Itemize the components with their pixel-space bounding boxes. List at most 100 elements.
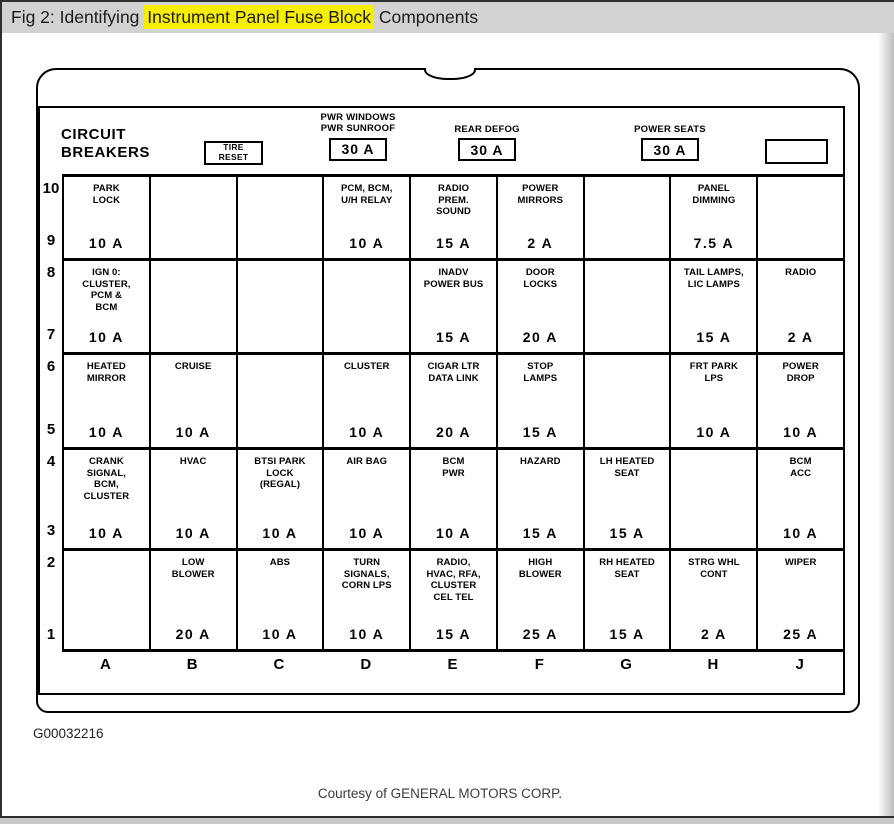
fuse-block-notch	[424, 67, 476, 80]
fuse-cell: PARK LOCK 10 A	[64, 177, 151, 258]
fuse-cell: HAZARD 15 A	[498, 450, 585, 548]
fuse-cell: TAIL LAMPS, LIC LAMPS 15 A	[671, 261, 759, 352]
fuse-band: 8 7 IGN 0: CLUSTER, PCM & BCM 10 A INADV POW…	[40, 258, 843, 352]
fuse-amp: 20 A	[435, 424, 472, 440]
circuit-breakers-line1: CIRCUIT	[61, 126, 127, 143]
fuse-amp: 15 A	[609, 626, 645, 642]
fuse-amp: 15 A	[696, 329, 732, 345]
breaker-amp-box: 30 A	[641, 138, 699, 162]
breaker-amp-box: 30 A	[458, 138, 516, 162]
fuse-cell: POWER MIRRORS 2 A	[498, 177, 585, 258]
fuse-band: 10 9 PARK LOCK 10 A PCM, BCM, U/H RELAY 10 A R…	[40, 174, 843, 258]
breaker-amp-box	[765, 139, 828, 164]
fuse-amp: 10 A	[88, 329, 124, 345]
fuse-amp: 15 A	[522, 525, 558, 541]
fuse-amp: 2 A	[527, 235, 554, 251]
fuse-label: RH HEATED SEAT	[599, 557, 655, 580]
fuse-amp: 20 A	[522, 329, 558, 345]
fuse-cell: INADV POWER BUS 15 A	[411, 261, 498, 352]
row-number: 5	[46, 421, 56, 438]
figure-code: G00032216	[33, 726, 104, 741]
fuse-block-outline: CIRCUIT BREAKERS TIRE RESET PWR WINDOWS P…	[36, 67, 860, 713]
fuse-amp: 10 A	[696, 424, 732, 440]
fuse-cell: CRUISE 10 A	[151, 355, 238, 447]
fuse-amp: 10 A	[88, 525, 124, 541]
fuse-cell: CRANK SIGNAL, BCM, CLUSTER 10 A	[64, 450, 151, 548]
fuse-label: CRUISE	[174, 361, 212, 372]
fuse-amp: 10 A	[349, 525, 385, 541]
fuse-cell: HEATED MIRROR 10 A	[64, 355, 151, 447]
fuse-cell: FRT PARK LPS 10 A	[671, 355, 759, 447]
fuse-amp: 10 A	[88, 235, 124, 251]
breaker-label: REAR DEFOG	[454, 124, 519, 135]
breaker-amp-box: 30 A	[329, 137, 387, 161]
fuse-label: POWER DROP	[782, 361, 819, 384]
fuse-cell: LH HEATED SEAT 15 A	[585, 450, 672, 548]
breaker-label-line: POWER SEATS	[634, 124, 706, 135]
fuse-label: TURN SIGNALS, CORN LPS	[341, 557, 392, 592]
fuse-label: INADV POWER BUS	[423, 267, 484, 290]
fuse-row: IGN 0: CLUSTER, PCM & BCM 10 A INADV POWER…	[62, 258, 843, 352]
tire-reset-line1: TIRE	[223, 142, 244, 153]
fuse-label: TAIL LAMPS, LIC LAMPS	[683, 267, 744, 290]
row-number: 10	[42, 180, 60, 197]
fuse-cell	[238, 177, 325, 258]
fuse-cell	[324, 261, 412, 352]
breaker-label-line: REAR DEFOG	[454, 124, 520, 135]
fuse-label: FRT PARK LPS	[689, 361, 738, 384]
column-letter: C	[273, 656, 285, 673]
fuse-row: CRANK SIGNAL, BCM, CLUSTER 10 A HVAC 10 A BT…	[62, 447, 843, 548]
fuse-label: DOOR LOCKS	[523, 267, 558, 290]
fuse-cell	[151, 261, 238, 352]
fuse-cell: STOP LAMPS 15 A	[498, 355, 585, 447]
fuse-label: HAZARD	[519, 456, 561, 467]
figure-title-prefix: Fig 2: Identifying	[11, 7, 145, 27]
fuse-block-header: CIRCUIT BREAKERS TIRE RESET PWR WINDOWS P…	[40, 108, 843, 174]
fuse-amp: 25 A	[522, 626, 558, 642]
fuse-cell	[238, 355, 325, 447]
row-number: 7	[46, 326, 56, 343]
fuse-amp: 10 A	[349, 626, 385, 642]
breaker-label: POWER SEATS	[634, 124, 706, 135]
fuse-cell: BCM ACC 10 A	[758, 450, 843, 548]
fuse-label: PCM, BCM, U/H RELAY	[340, 183, 393, 206]
fuse-amp: 2 A	[700, 626, 727, 642]
fuse-cell: RADIO 2 A	[758, 261, 843, 352]
row-number: 8	[46, 264, 56, 281]
figure-title-highlight: Instrument Panel Fuse Block	[144, 5, 374, 29]
fuse-amp: 10 A	[783, 525, 819, 541]
fuse-label: IGN 0: CLUSTER, PCM & BCM	[82, 267, 131, 313]
fuse-band: 4 3 CRANK SIGNAL, BCM, CLUSTER 10 A HVAC 10 A…	[40, 447, 843, 548]
fuse-amp: 25 A	[783, 626, 819, 642]
fuse-label: CLUSTER	[343, 361, 390, 372]
fuse-label: AIR BAG	[346, 456, 388, 467]
breaker-group: REAR DEFOG 30 A	[427, 124, 547, 162]
fuse-cell: TURN SIGNALS, CORN LPS 10 A	[324, 551, 412, 649]
breaker-label-line: PWR WINDOWS	[320, 112, 396, 123]
fuse-cell	[64, 551, 151, 649]
fuse-cell	[585, 355, 672, 447]
fuse-amp: 10 A	[349, 424, 385, 440]
fuse-cell: LOW BLOWER 20 A	[151, 551, 238, 649]
fuse-label: BTSI PARK LOCK (REGAL)	[254, 456, 306, 491]
fuse-amp: 10 A	[262, 525, 298, 541]
row-number: 9	[46, 232, 56, 249]
fuse-block-panel: CIRCUIT BREAKERS TIRE RESET PWR WINDOWS P…	[38, 106, 845, 695]
fuse-label: CRANK SIGNAL, BCM, CLUSTER	[83, 456, 130, 502]
fuse-cell: IGN 0: CLUSTER, PCM & BCM 10 A	[64, 261, 151, 352]
fuse-label: CIGAR LTR DATA LINK	[427, 361, 480, 384]
fuse-cell: WIPER 25 A	[758, 551, 843, 649]
column-letter: A	[99, 656, 111, 673]
fuse-amp: 15 A	[435, 235, 472, 251]
fuse-label: RADIO, HVAC, RFA, CLUSTER CEL TEL	[426, 557, 481, 603]
breaker-group: POWER SEATS 30 A	[610, 124, 730, 162]
fuse-cell: BTSI PARK LOCK (REGAL) 10 A	[238, 450, 325, 548]
fuse-cell: RADIO PREM. SOUND 15 A	[411, 177, 498, 258]
fuse-amp: 15 A	[609, 525, 645, 541]
page-edge-shade	[878, 33, 894, 816]
